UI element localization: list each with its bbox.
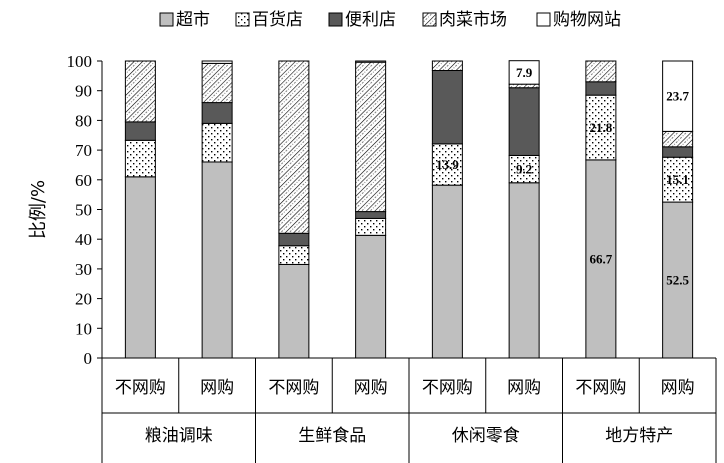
y-tick-label: 100	[67, 52, 93, 71]
y-tick-label: 90	[75, 82, 92, 101]
legend-item: 便利店	[328, 10, 396, 30]
legend: 超市 百货店 便利店 肉菜市场 购物网站	[159, 10, 621, 30]
x-category-label: 不网购	[115, 378, 166, 398]
y-tick-label: 0	[84, 349, 93, 368]
y-tick-label: 30	[75, 260, 92, 279]
bar-segment	[201, 62, 233, 104]
legend-label: 便利店	[345, 10, 396, 30]
legend-swatch	[235, 12, 250, 27]
bar-segment	[201, 161, 233, 359]
bar-segment	[124, 121, 156, 141]
bar-segment	[201, 102, 233, 124]
bar-segment	[585, 94, 617, 161]
data-label: 15.1	[666, 172, 689, 187]
data-label: 7.9	[516, 65, 533, 80]
bar-segment	[278, 232, 310, 247]
bar-segment	[431, 70, 463, 145]
legend-label: 购物网站	[553, 10, 621, 30]
data-label: 13.9	[436, 157, 459, 172]
legend-label: 百货店	[252, 10, 303, 30]
legend-swatch	[159, 12, 174, 27]
legend-swatch	[536, 12, 551, 27]
x-group-label: 地方特产	[605, 426, 673, 446]
x-group-label: 粮油调味	[145, 426, 213, 446]
bar-segment	[355, 234, 387, 359]
bar-segment	[355, 211, 387, 219]
y-axis-title: 比例/%	[28, 180, 49, 239]
bar-segment	[355, 61, 387, 213]
x-category-label: 网购	[661, 378, 695, 398]
bar-segment	[201, 60, 233, 64]
bar-segment	[431, 143, 463, 186]
data-label: 21.8	[590, 120, 613, 135]
y-tick-label: 40	[75, 230, 92, 249]
bar-segment	[508, 182, 540, 359]
data-label: 23.7	[666, 89, 689, 104]
bar-segment	[278, 60, 310, 234]
bar-segment	[585, 159, 617, 359]
bar-segment	[508, 87, 540, 156]
y-tick-label: 70	[75, 141, 92, 160]
data-label: 52.5	[666, 273, 689, 288]
x-group-label: 休闲零食	[452, 426, 520, 446]
y-tick-label: 50	[75, 201, 92, 220]
bar-segment	[278, 263, 310, 359]
legend-item: 超市	[159, 10, 210, 30]
x-category-label: 不网购	[575, 378, 626, 398]
data-label: 9.2	[516, 162, 532, 177]
bar-segment	[355, 60, 387, 63]
x-category-label: 网购	[354, 378, 388, 398]
bar-segment	[508, 83, 540, 89]
y-tick-label: 60	[75, 171, 92, 190]
legend-label: 肉菜市场	[439, 10, 507, 30]
x-category-label: 网购	[507, 378, 541, 398]
bar-segment	[662, 60, 694, 132]
bar-segment	[201, 122, 233, 163]
bar-segment	[508, 154, 540, 184]
bar-segment	[585, 60, 617, 83]
legend-swatch	[422, 12, 437, 27]
plot-area: 13.9 9.2 7.9 66.7 21.8 52.5 15.1 23.7	[124, 60, 694, 359]
bar-segment	[585, 81, 617, 96]
legend-item: 肉菜市场	[422, 10, 507, 30]
y-tick-label: 80	[75, 111, 92, 130]
legend-swatch	[328, 12, 343, 27]
bar-segment	[662, 146, 694, 158]
legend-item: 百货店	[235, 10, 303, 30]
data-label: 66.7	[590, 251, 613, 266]
legend-label: 超市	[176, 10, 210, 30]
bar-segment	[508, 60, 540, 85]
legend-item: 购物网站	[536, 10, 621, 30]
bar-segment	[662, 130, 694, 148]
bar-segment	[124, 60, 156, 123]
y-tick-label: 10	[75, 319, 92, 338]
bar-segment	[662, 156, 694, 203]
x-category-label: 网购	[200, 378, 234, 398]
y-tick-label: 20	[75, 290, 92, 309]
x-category-label: 不网购	[422, 378, 473, 398]
bar-segment	[431, 184, 463, 359]
bar-segment	[124, 139, 156, 178]
bar-segment	[278, 245, 310, 265]
bar-segment	[431, 60, 463, 72]
axes: 0 10 20 30 40 50 60 70 80 90 100 不网购 网购 不网购 网购 不网购 网购 不网购…	[67, 52, 717, 463]
x-category-label: 不网购	[268, 378, 319, 398]
x-group-label: 生鲜食品	[298, 426, 366, 446]
bar-segment	[124, 176, 156, 359]
bar-segment	[355, 217, 387, 236]
